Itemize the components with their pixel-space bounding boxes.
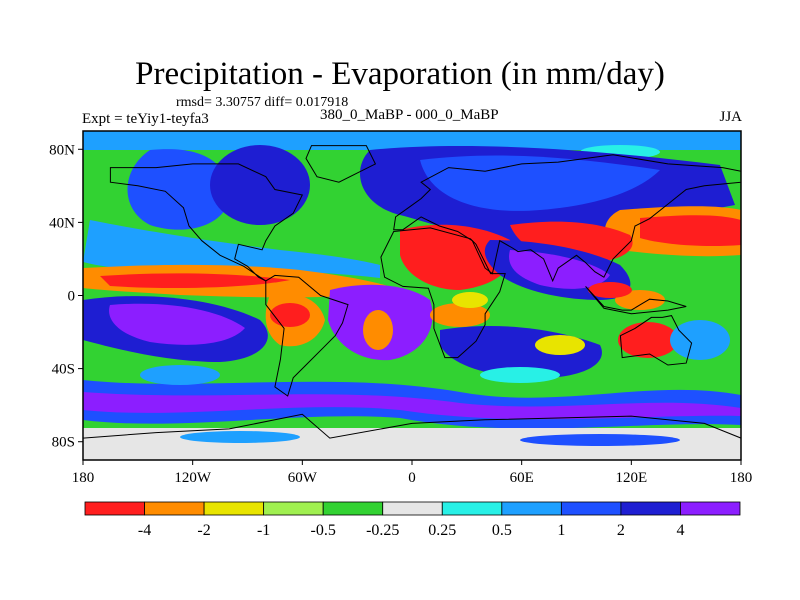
colorbar-swatch: [620, 501, 681, 516]
experiment-label: Expt = teYiy1-teyfa3: [82, 111, 209, 127]
colorbar-swatch: [501, 501, 562, 516]
colorbar-label: 0.5: [492, 522, 512, 539]
colorbar-swatch: [144, 501, 205, 516]
colorbar-swatch: [203, 501, 265, 516]
x-tick-label: 0: [408, 470, 416, 486]
field-north-wet-inner: [420, 155, 660, 211]
colorbar-label: 1: [557, 522, 565, 539]
colorbar-label: 2: [617, 522, 625, 539]
field-australia-dry: [618, 322, 678, 358]
field-tasman-blue: [670, 320, 730, 360]
y-tick-label: 80S: [52, 435, 75, 451]
period-label: 380_0_MaBP - 000_0_MaBP: [320, 107, 499, 123]
chart-title: Precipitation - Evaporation (in mm/day): [135, 56, 665, 92]
y-tick-label: 40N: [49, 215, 75, 231]
colorbar-swatch: [322, 501, 384, 516]
coast-maritime: [585, 286, 687, 315]
field-maritime-orange: [615, 290, 665, 310]
field-samerica-dry-core: [270, 303, 310, 327]
y-tick-label: 80N: [49, 142, 75, 158]
colorbar-swatch: [382, 501, 443, 516]
x-axis: 180 120W 60W 0 60E 120E 180: [72, 460, 753, 486]
x-tick-label: 180: [72, 470, 95, 486]
coast-antarctica: [83, 413, 741, 439]
coast-africa: [380, 227, 506, 359]
field-sindian-yellow: [535, 335, 585, 355]
colorbar-label: -2: [197, 522, 210, 539]
field-africa-dry: [400, 224, 513, 290]
colorbar-label: 4: [676, 522, 684, 539]
coast-australia: [619, 315, 693, 366]
field-namerica-wet: [210, 145, 310, 225]
season-label: JJA: [719, 109, 742, 125]
colorbar-label: 0.25: [428, 522, 456, 539]
y-tick-label: 0: [68, 289, 76, 305]
x-tick-label: 120W: [174, 470, 212, 486]
stats-line: rmsd= 3.30757 diff= 0.017918: [176, 95, 349, 110]
x-tick-label: 120E: [615, 470, 647, 486]
field-arctic-band: [83, 131, 741, 150]
colorbar-swatch: [263, 501, 324, 516]
colorbar: -4 -2 -1 -0.5 -0.25 0.25 0.5 1 2 4: [84, 501, 741, 539]
colorbar-label: -0.5: [311, 522, 336, 539]
colorbar-swatch: [680, 501, 741, 516]
field-safrica-dry: [430, 303, 490, 327]
field-antarctic-blue: [520, 434, 680, 446]
field-antarctic-blue: [180, 431, 300, 443]
x-tick-label: 180: [730, 470, 753, 486]
y-tick-label: 40S: [52, 362, 75, 378]
field-maritime-red: [588, 282, 632, 298]
field-asia-dry-core: [640, 215, 741, 247]
colorbar-swatch: [441, 501, 503, 516]
field-southern-belt-core: [83, 392, 741, 420]
coast-greenland: [305, 145, 377, 183]
coastlines: [83, 145, 741, 439]
field-indian-wet-core: [509, 250, 610, 289]
field-subtropic-blue: [83, 220, 380, 278]
field-southern-cyan: [480, 367, 560, 383]
field-npacific-wet: [127, 149, 230, 230]
field-spacific-wet-core: [109, 303, 246, 345]
field-southern-lightblue: [140, 365, 220, 385]
field-atlantic-orange: [363, 310, 393, 350]
y-axis: 80N 40N 0 40S 80S: [49, 142, 83, 451]
coast-south-america: [265, 274, 349, 397]
coast-north-america: [109, 163, 304, 282]
colorbar-label: -0.25: [366, 522, 399, 539]
colorbar-swatch: [84, 501, 145, 516]
colorbar-label: -4: [138, 522, 151, 539]
colorbar-swatch: [560, 501, 622, 516]
precip-evap-field: [83, 131, 741, 460]
x-tick-label: 60E: [510, 470, 534, 486]
field-npacific-dry-core: [100, 273, 290, 288]
field-africa-yellow: [452, 292, 488, 308]
x-tick-label: 60W: [288, 470, 318, 486]
colorbar-label: -1: [257, 522, 270, 539]
